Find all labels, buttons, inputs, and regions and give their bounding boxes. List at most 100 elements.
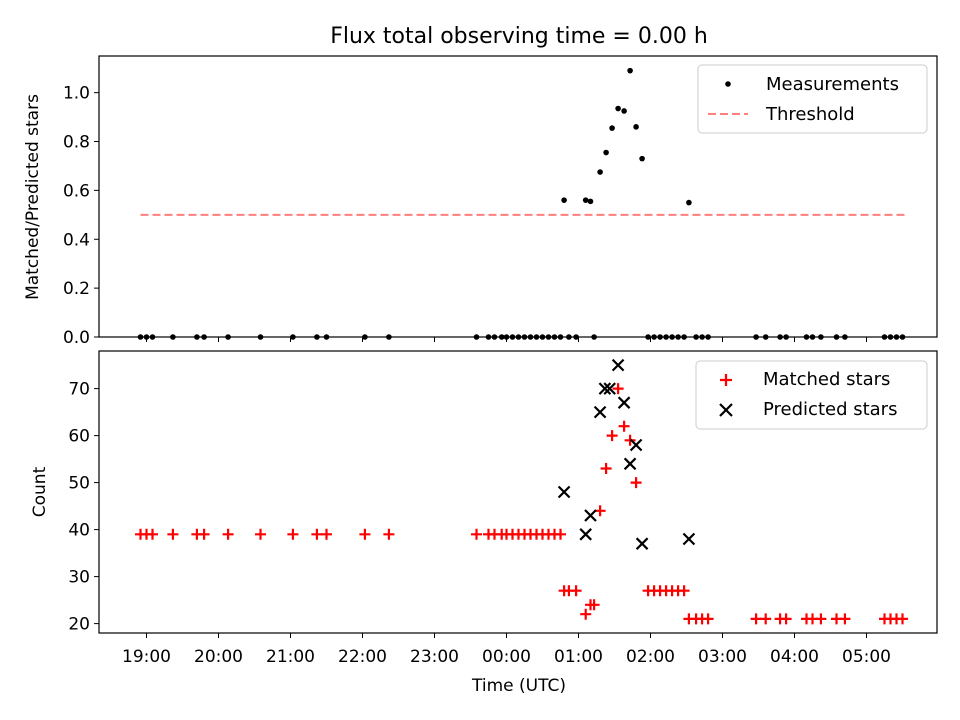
measurement-point <box>603 149 609 156</box>
top-legend-box <box>697 64 928 134</box>
top-panel: 0.0 0.2 0.4 0.6 0.8 1.0 Matched/Predicted sta… <box>23 55 938 348</box>
figure-title: Flux total observing time = 0.00 h <box>330 24 708 49</box>
bottom-y-tick-label: 50 <box>68 474 90 494</box>
bottom-y-tick-label: 20 <box>68 615 90 635</box>
matched-star-marker <box>321 528 332 540</box>
matched-star-marker <box>222 528 234 540</box>
x-axis-label: Time (UTC) <box>471 676 566 696</box>
top-y-tick-label: 0.2 <box>63 279 90 299</box>
matched-star-marker <box>198 528 210 540</box>
matched-star-marker <box>555 528 566 540</box>
measurement-point <box>621 108 627 114</box>
matched-star-marker <box>383 528 395 540</box>
legend-measurements-marker <box>725 81 731 87</box>
bottom-legend-box <box>695 360 928 430</box>
legend-measurements-label: Measurements <box>766 74 899 95</box>
predicted-star-marker <box>579 528 592 541</box>
matched-star-marker <box>588 599 600 611</box>
bottom-y-axis-label: Count <box>30 466 50 517</box>
measurement-point <box>633 124 639 130</box>
matched-star-marker <box>815 613 827 625</box>
top-axes-frame <box>98 55 938 338</box>
predicted-stars-points <box>557 358 696 550</box>
measurement-point <box>639 155 645 162</box>
matched-star-marker <box>359 528 371 540</box>
bottom-y-tick-label: 60 <box>68 427 90 447</box>
matched-stars-points <box>135 383 908 625</box>
matched-star-marker <box>580 608 592 620</box>
top-y-tick-label: 0.6 <box>63 181 90 201</box>
x-tick-label: 03:00 <box>698 647 747 667</box>
x-tick-label: 04:00 <box>770 647 819 667</box>
legend-matched-marker <box>720 374 732 386</box>
measurement-point <box>587 198 594 205</box>
matched-star-marker <box>311 528 323 540</box>
predicted-star-marker <box>598 382 612 395</box>
top-y-tick-label: 0.4 <box>63 230 90 250</box>
top-y-axis-label: Matched/Predicted stars <box>23 94 43 300</box>
x-tick-label: 22:00 <box>338 647 387 667</box>
x-tick-label: 21:00 <box>266 647 315 667</box>
matched-star-marker <box>780 613 792 625</box>
legend-predicted-marker <box>719 403 733 417</box>
matched-star-marker <box>570 585 582 597</box>
matched-star-marker <box>147 528 158 540</box>
matched-star-marker <box>630 477 642 489</box>
x-tick-label: 20:00 <box>194 647 243 667</box>
bottom-y-tick-label: 70 <box>68 380 90 400</box>
x-tick-label: 00:00 <box>482 647 531 667</box>
bottom-axes-frame <box>98 350 938 634</box>
predicted-star-marker <box>584 509 597 522</box>
matched-star-marker <box>471 528 482 540</box>
matched-star-marker <box>678 585 690 597</box>
matched-star-marker <box>606 430 618 442</box>
bottom-x-axis: 19:00 20:00 21:00 22:00 23:00 00:00 01:00 02:00… <box>122 633 891 667</box>
matched-star-marker <box>287 528 299 540</box>
x-tick-label: 01:00 <box>554 647 603 667</box>
matched-star-marker <box>702 613 714 625</box>
bottom-legend: Matched stars Predicted stars <box>695 360 928 430</box>
predicted-star-marker <box>617 396 631 409</box>
top-legend: Measurements Threshold <box>697 64 928 134</box>
predicted-star-marker <box>593 405 607 419</box>
measurement-point <box>582 197 589 203</box>
predicted-star-marker <box>611 358 625 372</box>
measurement-point <box>561 197 567 203</box>
predicted-star-marker <box>603 382 616 395</box>
bottom-y-axis: 20 30 40 50 60 70 <box>68 380 99 635</box>
x-tick-label: 02:00 <box>626 647 675 667</box>
top-y-tick-label: 0.0 <box>63 328 90 348</box>
matched-star-marker <box>600 463 612 474</box>
legend-threshold-label: Threshold <box>765 104 855 125</box>
matched-star-marker <box>897 613 908 625</box>
matched-star-marker <box>839 613 851 625</box>
measurement-point <box>609 125 615 131</box>
predicted-star-marker <box>635 537 649 550</box>
top-y-tick-label: 0.8 <box>63 133 90 153</box>
legend-predicted-label: Predicted stars <box>763 399 897 420</box>
measurement-point <box>597 169 603 175</box>
x-tick-label: 05:00 <box>842 647 891 667</box>
x-tick-label: 19:00 <box>122 647 171 667</box>
matched-star-marker <box>618 420 630 432</box>
predicted-star-marker <box>623 457 637 471</box>
matched-star-marker <box>750 613 762 625</box>
matched-star-marker <box>167 528 179 540</box>
bottom-y-tick-label: 40 <box>68 521 90 541</box>
measurement-point <box>627 67 633 74</box>
predicted-star-marker <box>629 438 643 452</box>
predicted-star-marker <box>557 485 571 499</box>
matched-star-marker <box>760 613 772 625</box>
bottom-y-tick-label: 30 <box>68 568 90 588</box>
top-y-axis: 0.0 0.2 0.4 0.6 0.8 1.0 <box>63 84 99 348</box>
top-y-tick-label: 1.0 <box>63 84 90 104</box>
measurement-point <box>686 199 692 206</box>
legend-matched-label: Matched stars <box>763 369 890 390</box>
matched-star-marker <box>255 528 266 540</box>
bottom-panel: 20 30 40 50 60 70 19:00 20:00 21:00 22:00 23:00 00… <box>30 350 938 696</box>
x-tick-label: 23:00 <box>410 647 459 667</box>
measurement-point <box>615 105 621 112</box>
predicted-star-marker <box>682 532 696 546</box>
matched-star-marker <box>612 383 624 395</box>
